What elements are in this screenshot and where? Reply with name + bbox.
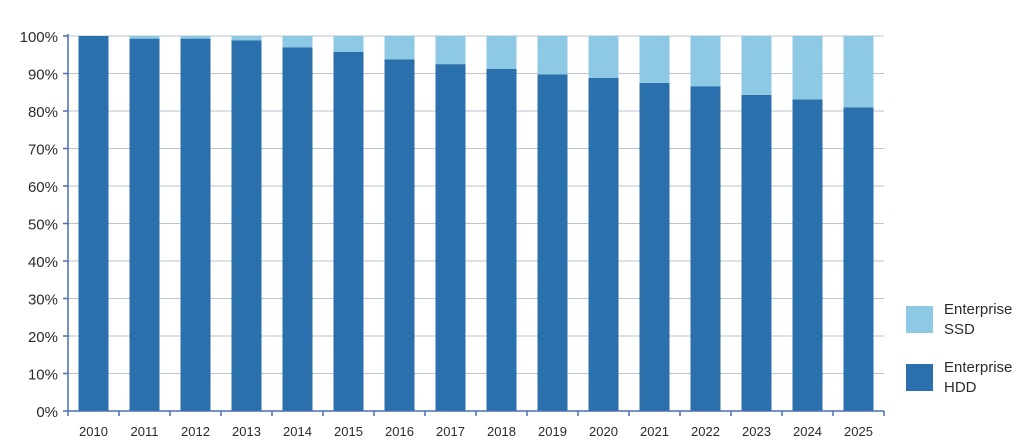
x-tick-label: 2017 <box>436 424 465 439</box>
bar-ssd-2018 <box>486 36 517 69</box>
bar-hdd-2011 <box>129 38 160 411</box>
bar-hdd-2014 <box>282 47 313 411</box>
y-tick-label: 50% <box>28 217 58 234</box>
bar-hdd-2021 <box>639 82 670 411</box>
bars <box>78 36 874 411</box>
bar-ssd-2012 <box>180 36 211 39</box>
x-tick-label: 2013 <box>232 424 261 439</box>
bar-hdd-2016 <box>384 59 415 411</box>
y-tick-label: 0% <box>36 404 58 421</box>
bar-ssd-2022 <box>690 36 721 87</box>
legend-item-ssd: Enterprise SSD <box>906 300 1024 340</box>
y-axis-tick-labels: 0% 10% 20% 30% 40% 50% 60% 70% 80% 90% 100% <box>20 29 58 421</box>
bar-ssd-2017 <box>435 36 466 65</box>
bar-hdd-2010 <box>78 36 109 411</box>
bar-ssd-2013 <box>231 36 262 41</box>
y-tick-label: 40% <box>28 254 58 271</box>
x-tick-label: 2018 <box>487 424 516 439</box>
legend-item-hdd: Enterprise HDD <box>906 358 1024 398</box>
y-tick-label: 100% <box>20 29 58 46</box>
bar-ssd-2019 <box>537 36 568 75</box>
y-tick-label: 70% <box>28 142 58 159</box>
x-tick-label: 2012 <box>181 424 210 439</box>
x-tick-label: 2016 <box>385 424 414 439</box>
bar-ssd-2023 <box>741 36 772 95</box>
x-tick-label: 2014 <box>283 424 312 439</box>
x-tick-label: 2024 <box>793 424 822 439</box>
x-axis-tick-labels: 2010 2011 2012 2013 2014 2015 2016 2017 2018 2019… <box>79 424 873 439</box>
y-tick-label: 60% <box>28 179 58 196</box>
bar-hdd-2012 <box>180 38 211 411</box>
x-tick-label: 2023 <box>742 424 771 439</box>
y-tick-label: 80% <box>28 104 58 121</box>
x-tick-label: 2015 <box>334 424 363 439</box>
bar-hdd-2020 <box>588 78 619 411</box>
bar-ssd-2021 <box>639 36 670 83</box>
bar-ssd-2015 <box>333 36 364 52</box>
x-tick-label: 2019 <box>538 424 567 439</box>
bar-hdd-2013 <box>231 40 262 411</box>
bar-hdd-2025 <box>843 107 874 411</box>
bar-hdd-2015 <box>333 51 364 411</box>
bar-hdd-2022 <box>690 86 721 411</box>
bar-ssd-2014 <box>282 36 313 48</box>
bar-ssd-2016 <box>384 36 415 60</box>
bar-hdd-2017 <box>435 64 466 411</box>
x-tick-label: 2021 <box>640 424 669 439</box>
bar-ssd-2011 <box>129 36 160 39</box>
bar-ssd-2025 <box>843 36 874 108</box>
bar-hdd-2023 <box>741 94 772 411</box>
x-tick-label: 2022 <box>691 424 720 439</box>
x-tick-label: 2025 <box>844 424 873 439</box>
y-tick-label: 30% <box>28 292 58 309</box>
y-tick-label: 20% <box>28 329 58 346</box>
y-tick-label: 10% <box>28 367 58 384</box>
bar-ssd-2024 <box>792 36 823 100</box>
bar-hdd-2019 <box>537 74 568 411</box>
x-tick-label: 2010 <box>79 424 108 439</box>
legend: Enterprise SSD Enterprise HDD <box>906 300 1024 400</box>
legend-label-hdd: Enterprise HDD <box>944 359 1013 396</box>
axes <box>63 34 885 416</box>
bar-ssd-2020 <box>588 36 619 78</box>
legend-swatch-ssd <box>906 306 933 333</box>
bar-hdd-2018 <box>486 69 517 411</box>
legend-label-ssd: Enterprise SSD <box>944 301 1013 338</box>
x-tick-label: 2020 <box>589 424 618 439</box>
y-tick-label: 90% <box>28 67 58 84</box>
bar-hdd-2024 <box>792 99 823 411</box>
legend-swatch-hdd <box>906 364 933 391</box>
x-tick-label: 2011 <box>131 424 159 439</box>
